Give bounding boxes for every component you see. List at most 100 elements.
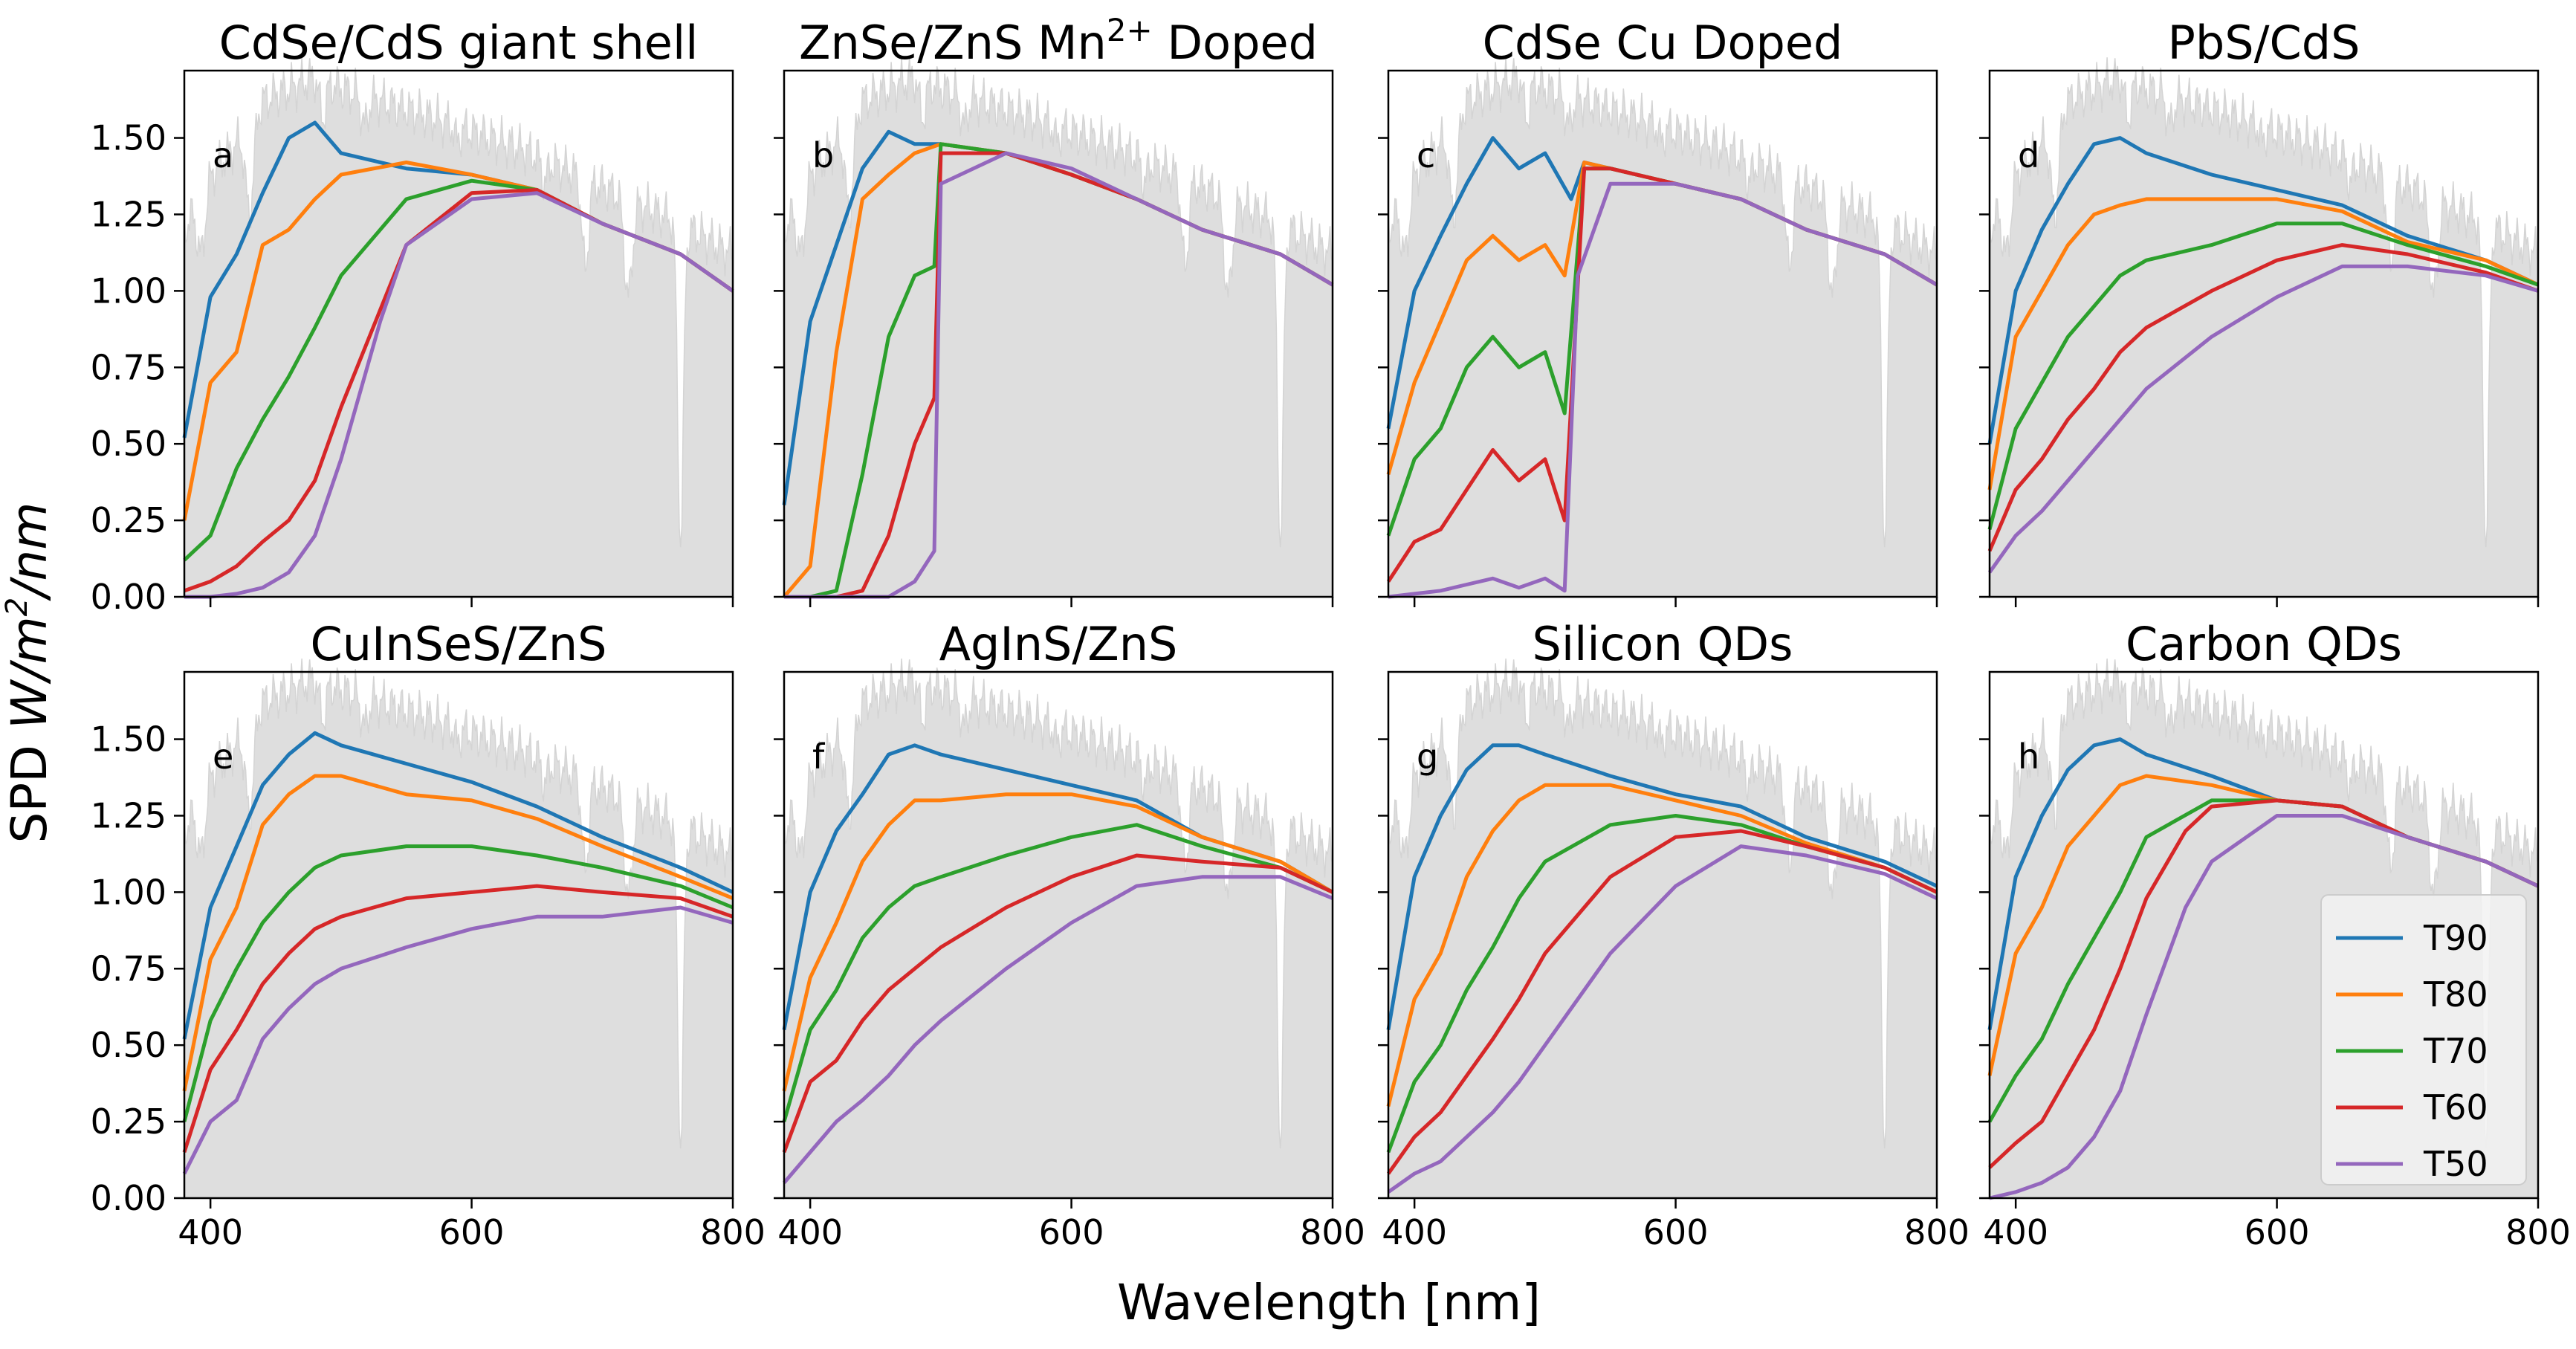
legend-box bbox=[2320, 894, 2527, 1185]
x-tick-label: 400 bbox=[777, 1212, 843, 1252]
x-tick-label: 800 bbox=[2505, 1212, 2571, 1252]
panel-title: Silicon QDs bbox=[1533, 617, 1793, 671]
panel-letter: b bbox=[812, 135, 834, 175]
y-tick-label: 1.25 bbox=[91, 795, 166, 835]
axes-frame bbox=[1387, 69, 1938, 598]
y-axis-label: SPD W/m2/nm bbox=[0, 502, 58, 843]
series-line-t80 bbox=[1987, 197, 2540, 491]
series-line-t50 bbox=[1387, 844, 1938, 1194]
axes-frame bbox=[783, 670, 1334, 1200]
x-tick-label: 600 bbox=[1643, 1212, 1709, 1252]
series-line-t60 bbox=[1386, 829, 1938, 1175]
reference-spectrum-fill bbox=[783, 659, 1333, 1199]
legend-label-t80: T80 bbox=[2423, 974, 2488, 1015]
panel-title-part: CuInSeS/ZnS bbox=[310, 617, 606, 671]
panel-title: Carbon QDs bbox=[2126, 617, 2402, 671]
y-tick-label: 0.50 bbox=[91, 1025, 166, 1065]
panel-c: CdSe Cu Doped c bbox=[1378, 16, 1938, 607]
legend-label-t70: T70 bbox=[2423, 1031, 2488, 1071]
series-line-t60 bbox=[782, 853, 1334, 1154]
series-line-t50 bbox=[1388, 181, 1938, 599]
y-tick-label: 0.75 bbox=[91, 948, 166, 989]
y-axis-label-unit-b: /nm bbox=[1, 502, 58, 601]
x-axis-label: Wavelength [nm] bbox=[1117, 1274, 1541, 1331]
panel-h: 400 600 800 Carbon QDs h T90 T80 T70 T60 T50 bbox=[1979, 617, 2571, 1252]
y-tick-label: 0.25 bbox=[91, 500, 166, 540]
series-line-t70 bbox=[782, 823, 1334, 1122]
panel-title-part: Doped bbox=[1153, 16, 1318, 70]
y-tick-label: 0.00 bbox=[91, 577, 166, 617]
series-line-t80 bbox=[1386, 783, 1938, 1107]
panel-d: PbS/CdS d bbox=[1979, 16, 2540, 607]
y-tick-label: 1.00 bbox=[91, 271, 166, 311]
y-tick-label: 0.50 bbox=[91, 424, 166, 464]
panel-b: ZnSe/ZnS Mn2+ Doped b bbox=[774, 12, 1334, 607]
panel-letter: g bbox=[1417, 737, 1438, 777]
x-tick-label: 800 bbox=[1904, 1212, 1970, 1252]
x-tick-label: 600 bbox=[1039, 1212, 1104, 1252]
legend-label-t50: T50 bbox=[2423, 1144, 2488, 1184]
series-line-t90 bbox=[1386, 743, 1938, 1031]
series-line-t70 bbox=[182, 844, 734, 1122]
y-tick-label: 1.25 bbox=[91, 194, 166, 234]
y-tick-label: 1.50 bbox=[91, 118, 166, 158]
series-line-t50 bbox=[182, 905, 734, 1175]
reference-spectrum-fill bbox=[184, 659, 734, 1199]
panel-title: CdSe Cu Doped bbox=[1483, 16, 1843, 70]
reference-spectrum-fill bbox=[783, 57, 1333, 598]
reference-spectrum-fill bbox=[1989, 57, 2539, 598]
series-line-t70 bbox=[1987, 221, 2539, 531]
series-line-t50 bbox=[184, 191, 734, 599]
axes-frame bbox=[1387, 670, 1938, 1200]
y-tick-label: 0.75 bbox=[91, 347, 166, 387]
panels-layer: 0.00 0.25 0.50 0.75 1.00 1.25 1.50 CdSe/CdS gia… bbox=[91, 12, 2571, 1252]
panel-letter: a bbox=[213, 135, 233, 175]
y-axis-label-unit-exp: 2 bbox=[0, 598, 34, 616]
panel-title-superscript: 2+ bbox=[1107, 12, 1153, 48]
panel-letter: f bbox=[812, 737, 826, 777]
series-line-t50 bbox=[1989, 814, 2540, 1200]
panel-letter: e bbox=[213, 737, 233, 777]
series-line-t90 bbox=[182, 731, 734, 1040]
x-tick-label: 400 bbox=[1983, 1212, 2048, 1252]
series-line-t80 bbox=[182, 774, 734, 1092]
x-tick-label: 400 bbox=[178, 1212, 243, 1252]
panel-title: CuInSeS/ZnS bbox=[310, 617, 606, 671]
panel-title-part: PbS/CdS bbox=[2168, 16, 2360, 70]
panel-g: 400 600 800 Silicon QDs g bbox=[1378, 617, 1970, 1252]
axes-frame bbox=[1988, 69, 2540, 598]
panel-letter: c bbox=[1417, 135, 1435, 175]
panel-title-part: CdSe/CdS giant shell bbox=[219, 16, 699, 70]
series-line-t60 bbox=[182, 884, 734, 1154]
panel-e: 400 600 800 0.00 0.25 0.50 0.75 1.00 1.25 1.50 CuI… bbox=[91, 617, 766, 1252]
series-line-t50 bbox=[783, 875, 1333, 1185]
panel-title-part: Silicon QDs bbox=[1533, 617, 1793, 671]
x-tick-label: 800 bbox=[1300, 1212, 1365, 1252]
y-axis-label-unit-a: W/m bbox=[1, 616, 58, 729]
axes-frame bbox=[183, 670, 734, 1200]
legend-label-t60: T60 bbox=[2423, 1087, 2488, 1128]
series-line-t60 bbox=[1987, 243, 2539, 552]
axes-frame bbox=[183, 69, 734, 598]
panel-title-part: AgInS/ZnS bbox=[939, 617, 1178, 671]
axes-frame bbox=[783, 69, 1334, 598]
series-line-t80 bbox=[782, 792, 1334, 1092]
x-tick-label: 600 bbox=[439, 1212, 505, 1252]
y-tick-label: 1.50 bbox=[91, 719, 166, 760]
panel-letter: h bbox=[2018, 737, 2039, 777]
panel-a: 0.00 0.25 0.50 0.75 1.00 1.25 1.50 CdSe/CdS gia… bbox=[91, 16, 734, 617]
series-line-t90 bbox=[1987, 136, 2540, 444]
panel-title: AgInS/ZnS bbox=[939, 617, 1178, 671]
y-axis-label-prefix: SPD bbox=[1, 729, 58, 844]
reference-spectrum-fill bbox=[1388, 57, 1938, 598]
x-tick-label: 600 bbox=[2245, 1212, 2310, 1252]
reference-spectrum-fill bbox=[1388, 659, 1938, 1199]
y-tick-label: 0.00 bbox=[91, 1178, 166, 1218]
panel-title: ZnSe/ZnS Mn2+ Doped bbox=[799, 12, 1318, 70]
axes-frame bbox=[1988, 670, 2540, 1200]
panel-letter: d bbox=[2018, 135, 2039, 175]
y-tick-label: 0.25 bbox=[91, 1101, 166, 1142]
series-line-t50 bbox=[1987, 264, 2539, 574]
y-tick-label: 1.00 bbox=[91, 872, 166, 912]
